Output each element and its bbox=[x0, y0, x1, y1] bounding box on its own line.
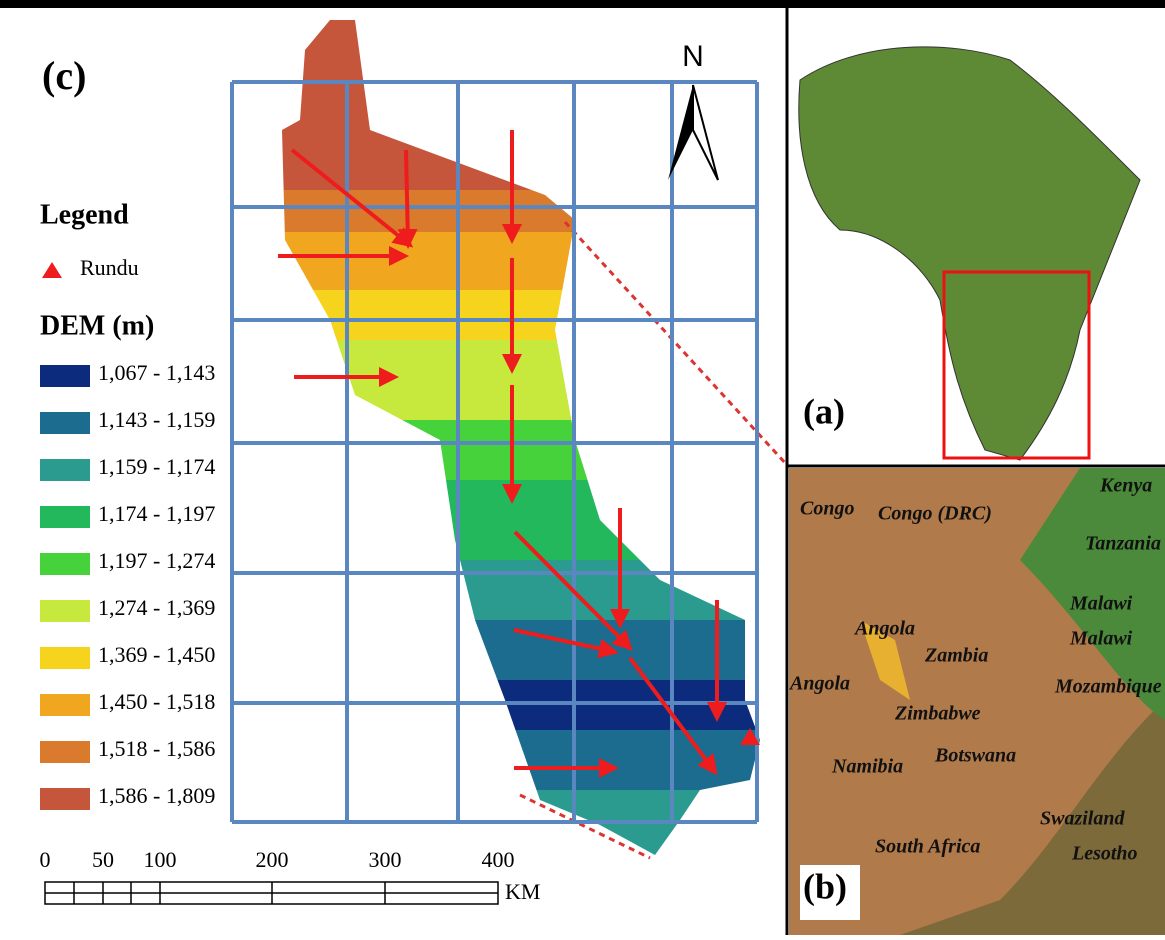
legend-label: Rundu bbox=[80, 255, 139, 280]
legend-label: 1,143 - 1,159 bbox=[98, 407, 215, 432]
scale-label: 300 bbox=[369, 847, 402, 872]
top-border bbox=[0, 0, 1165, 8]
scale-label: 200 bbox=[256, 847, 289, 872]
country-label: Swaziland bbox=[1040, 808, 1125, 830]
country-label: Namibia bbox=[831, 756, 903, 778]
legend-swatch bbox=[40, 365, 90, 387]
legend-label: 1,450 - 1,518 bbox=[98, 689, 215, 714]
country-label: Angola bbox=[788, 673, 850, 695]
legend-label: 1,174 - 1,197 bbox=[98, 501, 215, 526]
country-label: Malawi bbox=[1069, 628, 1133, 650]
scale-label: 400 bbox=[482, 847, 515, 872]
legend-label: 1,518 - 1,586 bbox=[98, 736, 215, 761]
country-label: Botswana bbox=[934, 745, 1016, 767]
figure: (c) N Legend Rundu DEM (m) 1,067 - 1,143… bbox=[0, 0, 1165, 935]
legend-title: Legend bbox=[40, 199, 129, 230]
scale-label: 0 bbox=[40, 847, 51, 872]
legend-swatch bbox=[40, 553, 90, 575]
legend-label: 1,159 - 1,174 bbox=[98, 454, 215, 479]
legend-label: 1,369 - 1,450 bbox=[98, 642, 215, 667]
country-label: Congo bbox=[800, 498, 854, 520]
country-label: Tanzania bbox=[1085, 533, 1161, 555]
legend-swatch bbox=[40, 600, 90, 622]
country-label: Angola bbox=[853, 618, 915, 640]
scale-label: 100 bbox=[144, 847, 177, 872]
scale-unit: KM bbox=[505, 879, 540, 904]
north-label: N bbox=[682, 40, 704, 73]
panel-label: (a) bbox=[803, 391, 845, 431]
country-label: Kenya bbox=[1099, 475, 1152, 497]
legend-swatch bbox=[40, 459, 90, 481]
legend-label: 1,274 - 1,369 bbox=[98, 595, 215, 620]
legend-swatch bbox=[40, 506, 90, 528]
legend-swatch bbox=[40, 788, 90, 810]
legend-label: 1,586 - 1,809 bbox=[98, 783, 215, 808]
country-label: Zambia bbox=[924, 645, 988, 667]
panel-label: (c) bbox=[42, 53, 86, 98]
country-label: Lesotho bbox=[1071, 843, 1138, 865]
legend-swatch bbox=[40, 647, 90, 669]
dem-title: DEM (m) bbox=[40, 310, 154, 341]
country-label: Mozambique bbox=[1054, 676, 1162, 698]
legend-swatch bbox=[40, 694, 90, 716]
legend-label: 1,197 - 1,274 bbox=[98, 548, 215, 573]
country-label: South Africa bbox=[875, 836, 980, 858]
legend-swatch bbox=[40, 741, 90, 763]
panel-label: (b) bbox=[803, 866, 847, 906]
legend-label: 1,067 - 1,143 bbox=[98, 360, 215, 385]
country-label: Zimbabwe bbox=[894, 703, 981, 725]
country-label: Congo (DRC) bbox=[878, 503, 992, 525]
legend-swatch bbox=[40, 412, 90, 434]
country-label: Malawi bbox=[1069, 593, 1133, 615]
scale-label: 50 bbox=[92, 847, 114, 872]
